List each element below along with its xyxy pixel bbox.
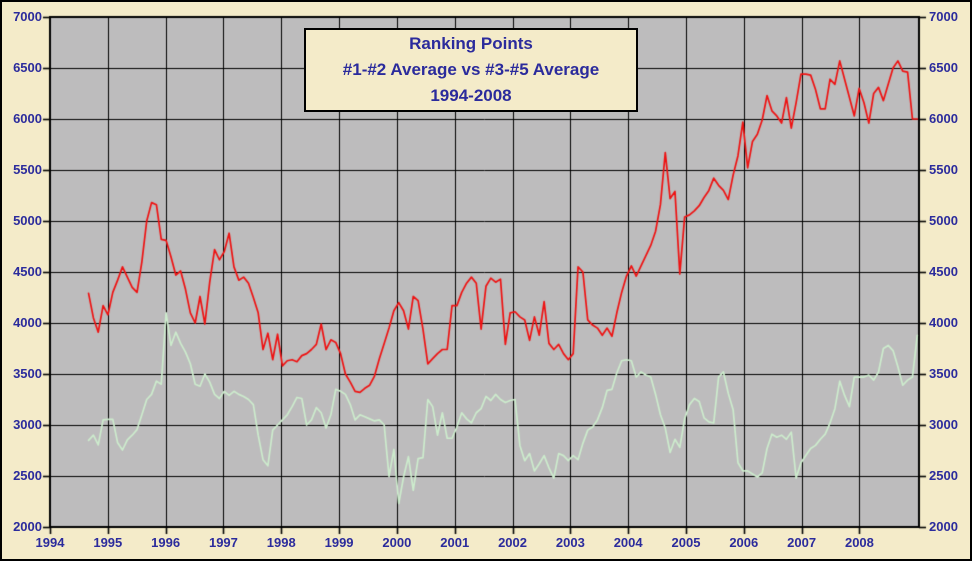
chart-title-line2: #1-#2 Average vs #3-#5 Average: [342, 60, 600, 79]
chart-title-box: Ranking Points #1-#2 Average vs #3-#5 Av…: [304, 28, 638, 112]
chart-title-line1: Ranking Points: [409, 34, 533, 53]
chart-title-line3: 1994-2008: [430, 86, 512, 105]
